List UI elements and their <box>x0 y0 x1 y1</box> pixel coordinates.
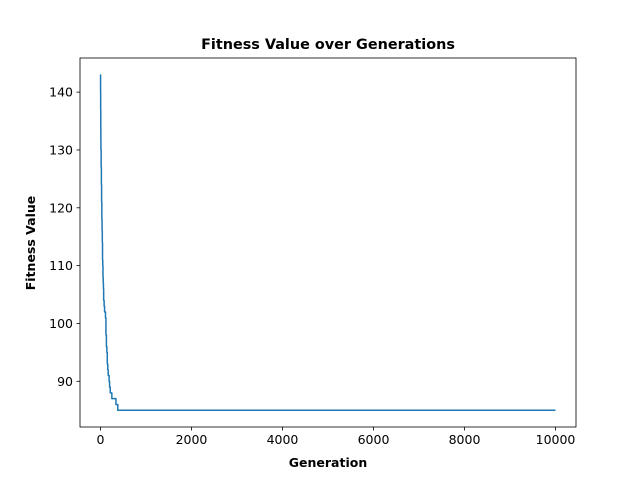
x-tick-label-6000: 6000 <box>358 432 390 447</box>
axes-frame <box>79 57 577 428</box>
x-tick-label-4000: 4000 <box>267 432 299 447</box>
y-tick-label-120: 120 <box>49 200 73 215</box>
y-tick-label-110: 110 <box>49 258 73 273</box>
y-tick-label-90: 90 <box>57 374 73 389</box>
y-axis-label: Fitness Value <box>23 196 38 291</box>
x-tick-label-10000: 10000 <box>536 432 576 447</box>
y-tick-label-140: 140 <box>49 85 73 100</box>
x-axis-label: Generation <box>289 455 367 470</box>
chart-title: Fitness Value over Generations <box>201 37 455 53</box>
y-tick-label-130: 130 <box>49 142 73 157</box>
y-tick-label-100: 100 <box>49 316 73 331</box>
series-line-0 <box>99 74 556 411</box>
x-tick-label-0: 0 <box>97 432 105 447</box>
x-tick-label-2000: 2000 <box>176 432 208 447</box>
x-tick-label-8000: 8000 <box>449 432 481 447</box>
plot-area: 0 2000 4000 6000 8000 10000 90 100 110 120 130 140 <box>49 57 577 447</box>
